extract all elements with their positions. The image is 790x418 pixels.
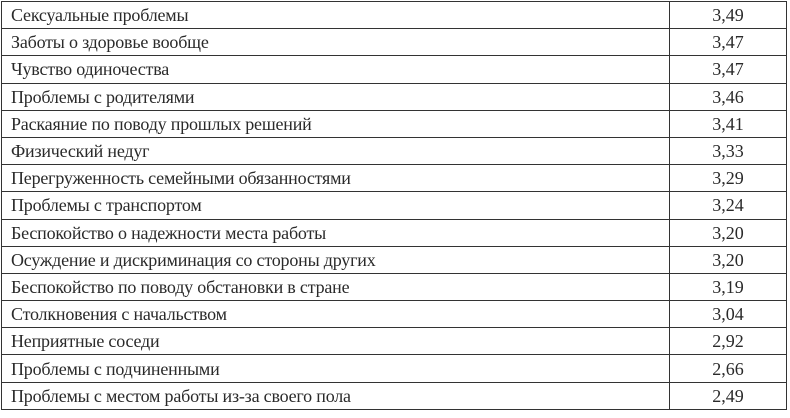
row-value: 3,19 [669, 272, 787, 302]
row-label: Неприятные соседи [1, 327, 670, 356]
table-body: Сексуальные проблемы 3,49 Заботы о здоровь… [1, 0, 787, 410]
table-row: Проблемы с подчиненными 2,66 [1, 354, 787, 383]
row-label: Столкновения с начальством [1, 300, 670, 329]
row-value: 3,47 [669, 28, 787, 57]
table-row: Физический недуг 3,33 [1, 136, 787, 166]
row-label: Проблемы с родителями [1, 82, 670, 111]
table-row: Заботы о здоровье вообще 3,47 [1, 28, 787, 57]
row-label: Раскаяние по поводу прошлых решений [1, 109, 670, 138]
table-row: Столкновения с начальством 3,04 [1, 300, 787, 329]
table-row: Раскаяние по поводу прошлых решений 3,41 [1, 109, 787, 138]
table-row: Перегруженность семейными обязанностями 3… [1, 164, 787, 193]
row-value: 2,66 [669, 354, 787, 383]
row-value: 3,20 [669, 245, 787, 274]
table-row: Чувство одиночества 3,47 [1, 55, 787, 84]
row-value: 3,49 [669, 0, 787, 30]
row-label: Сексуальные проблемы [1, 0, 670, 30]
row-value: 3,47 [669, 55, 787, 84]
row-value: 2,92 [669, 327, 787, 356]
row-label: Физический недуг [1, 136, 670, 166]
table-row: Беспокойство по поводу обстановки в стра… [1, 272, 787, 302]
table-row: Беспокойство о надежности места работы 3,… [1, 218, 787, 247]
table-row: Неприятные соседи 2,92 [1, 327, 787, 356]
row-value: 3,33 [669, 136, 787, 166]
row-value: 3,41 [669, 109, 787, 138]
row-value: 2,49 [669, 381, 787, 410]
row-label: Проблемы с транспортом [1, 191, 670, 220]
table-row: Проблемы с родителями 3,46 [1, 82, 787, 111]
row-label: Проблемы с подчиненными [1, 354, 670, 383]
table-row: Проблемы с транспортом 3,24 [1, 191, 787, 220]
row-value: 3,46 [669, 82, 787, 111]
row-label: Заботы о здоровье вообще [1, 28, 670, 57]
row-label: Осуждение и дискриминация со стороны дру… [1, 245, 670, 274]
row-label: Беспокойство о надежности места работы [1, 218, 670, 247]
row-label: Проблемы с местом работы из-за своего по… [1, 381, 670, 410]
row-value: 3,20 [669, 218, 787, 247]
row-value: 3,04 [669, 300, 787, 329]
row-label: Чувство одиночества [1, 55, 670, 84]
row-label: Перегруженность семейными обязанностями [1, 164, 670, 193]
row-value: 3,24 [669, 191, 787, 220]
problems-table: Сексуальные проблемы 3,49 Заботы о здоровь… [1, 0, 787, 410]
table-row: Осуждение и дискриминация со стороны дру… [1, 245, 787, 274]
table-row: Сексуальные проблемы 3,49 [1, 0, 787, 30]
row-label: Беспокойство по поводу обстановки в стра… [1, 272, 670, 302]
table-row: Проблемы с местом работы из-за своего по… [1, 381, 787, 410]
row-value: 3,29 [669, 164, 787, 193]
